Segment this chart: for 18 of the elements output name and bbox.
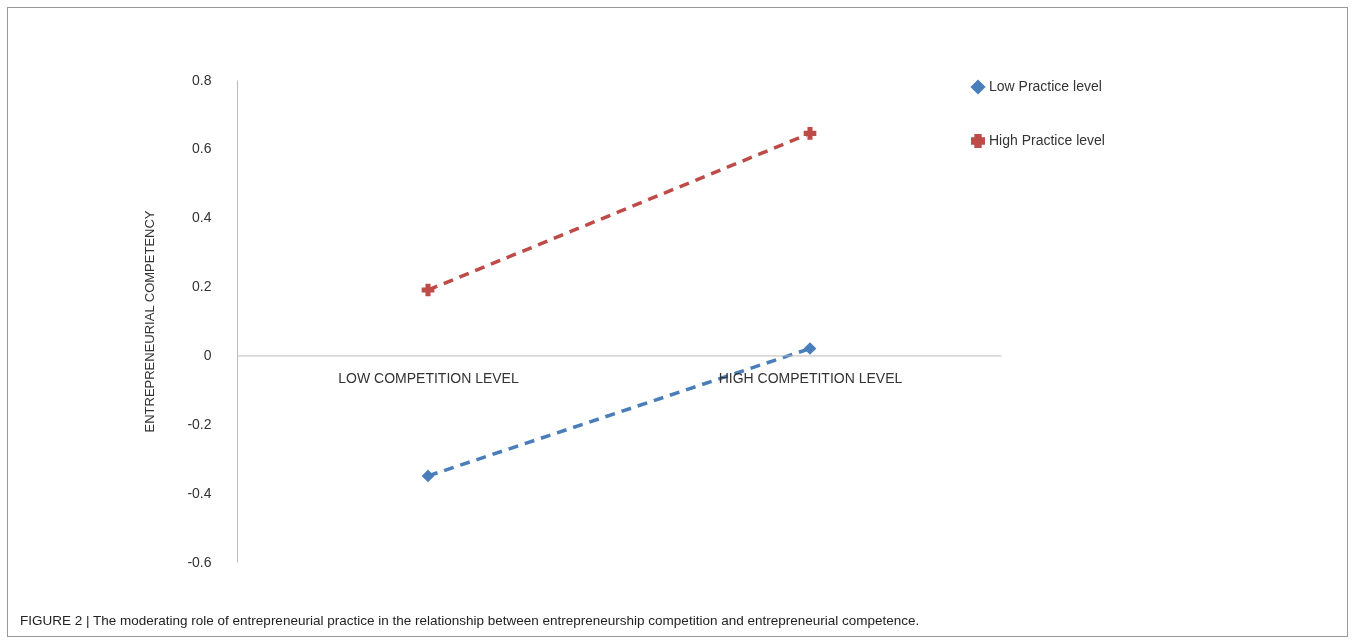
- x-tick-label: HIGH COMPETITION LEVEL: [718, 369, 903, 386]
- y-tick-label: -0.4: [187, 484, 212, 501]
- point: [803, 127, 817, 140]
- point: [421, 283, 435, 297]
- caption: FIGURE 2 | The moderating role of entrepreneurial practice in the relationship between entrepreneurship competition and entrepreneurial competence.: [20, 613, 920, 628]
- y-axis-title: ENTREPRENEURIAL COMPETENCY: [142, 210, 158, 433]
- point: [803, 342, 817, 355]
- x-tick-label: LOW COMPETITION LEVEL: [338, 369, 519, 386]
- y-tick-label: -0.6: [187, 553, 212, 570]
- y-tick-label: 0.6: [192, 140, 212, 157]
- y-tick-label: 0: [203, 346, 212, 363]
- point: [421, 469, 435, 483]
- legend-label: High Practice level: [989, 132, 1105, 148]
- y-tick-label: 0.4: [192, 209, 212, 226]
- y-tick-label: -0.2: [187, 415, 212, 432]
- y-tick-label: 0.8: [192, 71, 212, 88]
- y-tick-label: 0.2: [192, 278, 212, 295]
- legend-label: Low Practice level: [989, 78, 1102, 94]
